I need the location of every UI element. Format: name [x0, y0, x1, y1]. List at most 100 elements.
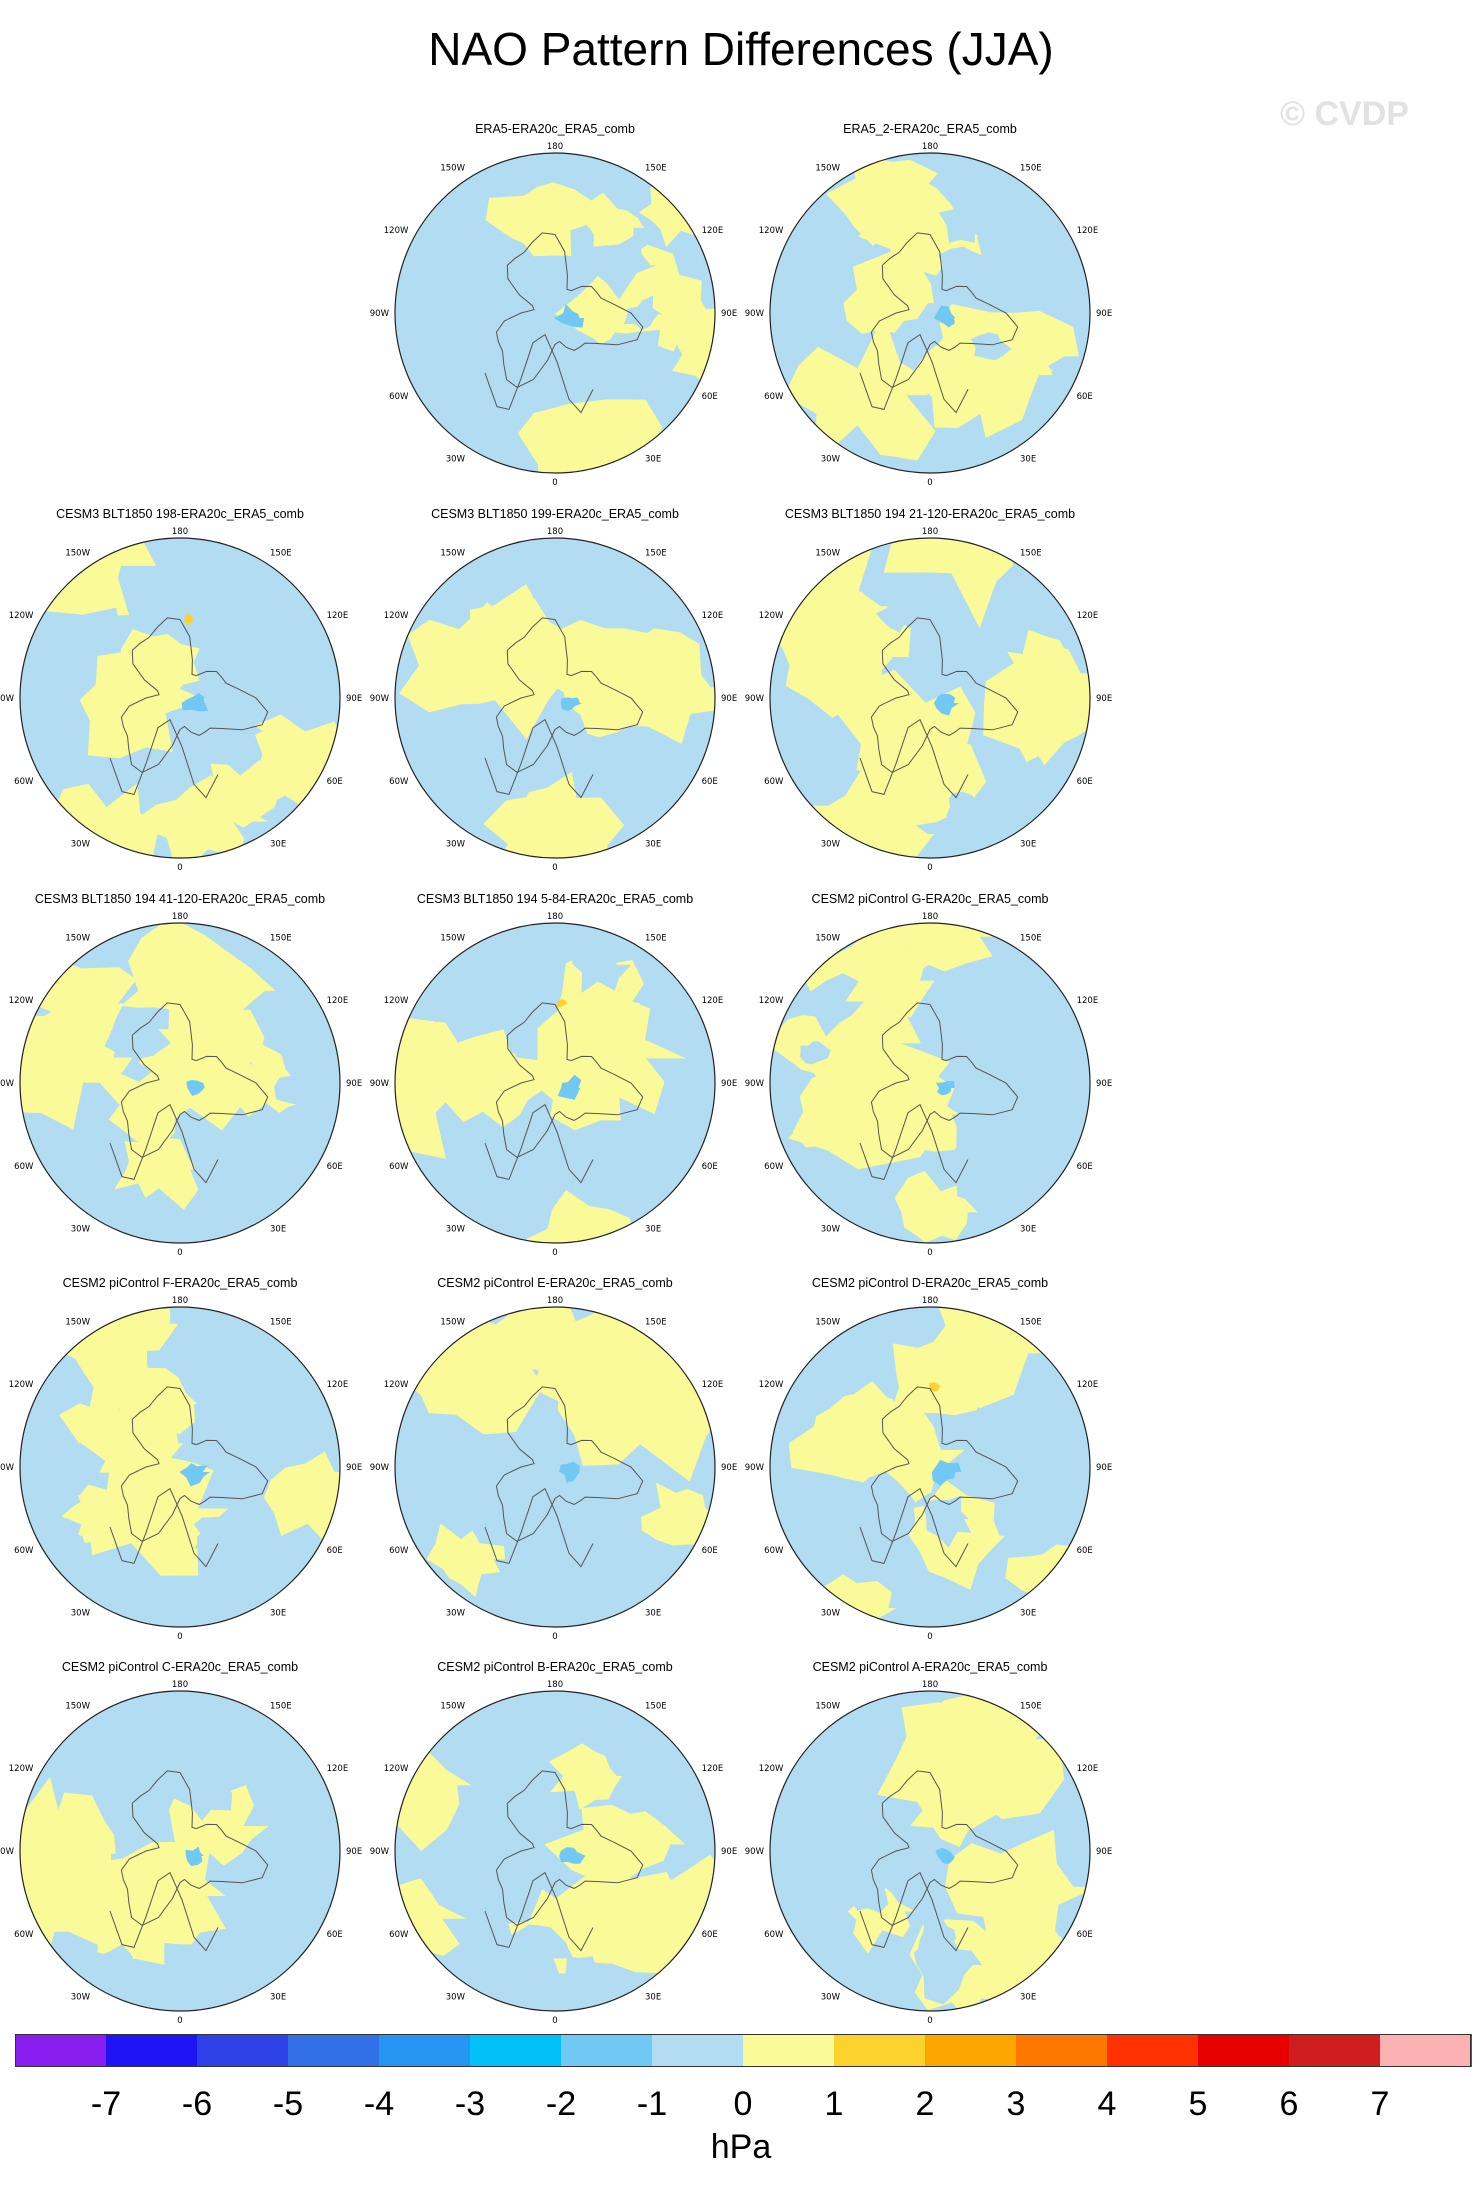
longitude-label: 90E [721, 1463, 737, 1473]
map-outline [394, 922, 716, 1244]
colorbar-tick-label: 0 [733, 2085, 753, 2123]
colorbar-tick-label: 7 [1370, 2085, 1390, 2123]
map-panel: CESM3 BLT1850 198-ERA20c_ERA5_comb 180 0 90… [0, 507, 370, 877]
coastlines [484, 617, 644, 799]
longitude-label: 30E [1020, 1609, 1036, 1619]
longitude-label: 90W [370, 309, 390, 319]
colorbar-tick-label: 3 [1006, 2085, 1026, 2123]
positive-anomaly-region [531, 1309, 637, 1407]
negative-anomaly-region [940, 1130, 1022, 1204]
longitude-label: 90W [0, 1463, 15, 1473]
negative-anomaly-region [923, 1495, 972, 1548]
longitude-label: 30E [270, 1225, 286, 1235]
longitude-label: 180 [922, 1680, 938, 1690]
longitude-label: 90W [745, 1463, 765, 1473]
longitude-label: 90W [745, 1079, 765, 1089]
longitude-label: 150E [270, 1317, 292, 1327]
coastlines [859, 617, 1019, 799]
negative-anomaly-region [486, 1797, 518, 1821]
longitude-label: 60W [764, 392, 784, 402]
panel-title: ERA5-ERA20c_ERA5_comb [475, 122, 635, 136]
longitude-label: 30W [821, 1225, 841, 1235]
polar-map: 180 0 90W 90E 150W 150E 120W 120E 60W 60E 30W 30E [0, 912, 362, 1258]
longitude-label: 150W [65, 548, 90, 558]
longitude-label: 150W [440, 548, 465, 558]
longitude-label: 30W [446, 1993, 466, 2003]
longitude-label: 120E [1077, 226, 1099, 236]
longitude-label: 60W [14, 1546, 34, 1556]
longitude-label: 180 [922, 527, 938, 537]
longitude-label: 90W [745, 1847, 765, 1857]
longitude-label: 90E [721, 1847, 737, 1857]
negative-anomaly-region [988, 756, 1050, 812]
map-outline [19, 922, 341, 1244]
longitude-label: 150E [1020, 1701, 1042, 1711]
longitude-label: 60E [327, 1930, 343, 1940]
longitude-label: 180 [172, 912, 188, 922]
colorbar-tick-label: -2 [545, 2085, 577, 2123]
positive-anomaly-region [784, 314, 936, 464]
coastlines [484, 1386, 644, 1568]
longitude-label: 30E [645, 1993, 661, 2003]
longitude-label: 120W [384, 226, 409, 236]
polar-map: 180 0 90W 90E 150W 150E 120W 120E 60W 60E 30W 30E [0, 527, 362, 873]
positive-anomaly-region [945, 1829, 1090, 1974]
longitude-label: 120W [9, 611, 34, 621]
coastlines [859, 1002, 1019, 1184]
map-outline [769, 922, 1091, 1244]
longitude-label: 150W [440, 933, 465, 943]
longitude-label: 180 [922, 1296, 938, 1306]
panel-title: CESM2 piControl A-ERA20c_ERA5_comb [812, 1660, 1048, 1674]
colorbar-swatch [197, 2034, 289, 2067]
longitude-label: 0 [552, 1248, 557, 1258]
longitude-label: 150W [440, 163, 465, 173]
longitude-label: 60E [1077, 777, 1093, 787]
negative-anomaly-region [945, 791, 977, 820]
longitude-label: 30E [645, 1609, 661, 1619]
positive-anomaly-region [114, 1137, 199, 1210]
colorbar-tick-label: 1 [824, 2085, 844, 2123]
map-panel: CESM3 BLT1850 194 5-84-ERA20c_ERA5_comb 1… [365, 892, 745, 1262]
longitude-label: 120W [759, 1380, 784, 1390]
negative-anomaly-core [557, 1074, 582, 1100]
longitude-label: 120W [759, 996, 784, 1006]
map-outline [19, 1306, 341, 1628]
longitude-label: 120E [702, 996, 724, 1006]
map-panel: ERA5_2-ERA20c_ERA5_comb 180 0 90W 90E 150W 150… [740, 122, 1120, 492]
negative-anomaly-region [45, 1532, 85, 1559]
coastlines [109, 1770, 269, 1952]
longitude-label: 150E [645, 1701, 667, 1711]
colorbar-swatch [1380, 2034, 1472, 2067]
coastlines [109, 1386, 269, 1568]
longitude-label: 150W [815, 1701, 840, 1711]
negative-anomaly-region [193, 1516, 247, 1567]
panel-title: CESM2 piControl D-ERA20c_ERA5_comb [811, 1276, 1049, 1290]
longitude-label: 60E [1077, 1930, 1093, 1940]
positive-anomaly-core [184, 613, 194, 626]
map-panel: CESM2 piControl G-ERA20c_ERA5_comb 180 0 90… [740, 892, 1120, 1262]
colorbar-swatch [1107, 2034, 1199, 2067]
positive-anomaly-region [483, 794, 625, 858]
longitude-label: 180 [547, 142, 563, 152]
coastlines [859, 1386, 1019, 1568]
negative-anomaly-region [800, 1041, 832, 1065]
longitude-label: 120E [1077, 996, 1099, 1006]
positive-anomaly-region [395, 1018, 467, 1159]
longitude-label: 30E [1020, 455, 1036, 465]
longitude-label: 60W [764, 1546, 784, 1556]
map-outline [769, 1690, 1091, 2012]
longitude-label: 60W [764, 777, 784, 787]
map-panel: CESM2 piControl B-ERA20c_ERA5_comb 180 0 90… [365, 1660, 745, 2030]
longitude-label: 90E [1096, 1847, 1112, 1857]
longitude-label: 120E [1077, 611, 1099, 621]
negative-anomaly-region [559, 1956, 604, 2003]
polar-map: 180 0 90W 90E 150W 150E 120W 120E 60W 60E 30W 30E [370, 912, 737, 1258]
negative-anomaly-region [464, 1480, 503, 1511]
longitude-label: 30W [446, 455, 466, 465]
positive-anomaly-region [100, 1069, 188, 1152]
map-outline [394, 1306, 716, 1628]
panel-title: CESM2 piControl E-ERA20c_ERA5_comb [437, 1276, 673, 1290]
longitude-label: 30E [270, 1609, 286, 1619]
longitude-label: 0 [927, 478, 932, 488]
panel-title: CESM2 piControl C-ERA20c_ERA5_comb [61, 1660, 299, 1674]
